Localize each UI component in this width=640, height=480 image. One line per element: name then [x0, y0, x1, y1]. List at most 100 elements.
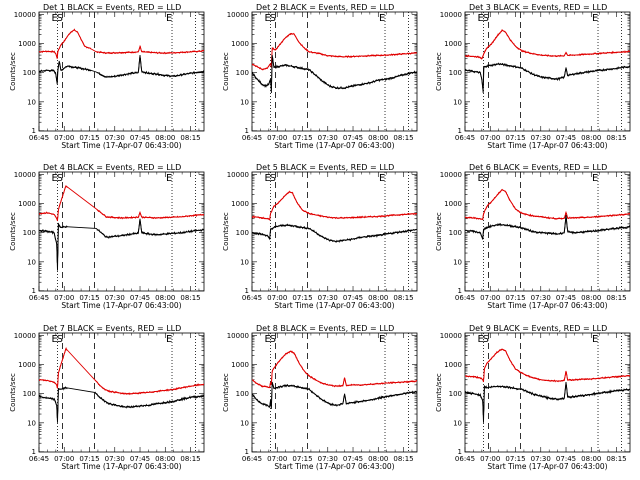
y-tick-label: 10 — [27, 98, 36, 106]
x-tick-label: 07:15 — [292, 455, 312, 463]
lld-line — [252, 350, 417, 389]
x-axis-label: Start Time (17-Apr-07 06:43:00) — [61, 141, 181, 150]
y-tick-label: 1000 — [231, 40, 249, 48]
y-tick-label: 10 — [27, 419, 36, 427]
marker-label: E — [592, 173, 598, 184]
marker-label: E — [379, 334, 385, 345]
y-tick-label: 10 — [240, 258, 249, 266]
lld-line-outline — [252, 191, 417, 221]
y-tick-label: 10000 — [14, 11, 36, 19]
y-axis-label: Counts/sec — [9, 373, 17, 412]
x-tick-label: 08:15 — [393, 134, 413, 142]
x-tick-label: 07:00 — [267, 134, 287, 142]
x-tick-label: 07:15 — [505, 134, 525, 142]
y-tick-label: 10000 — [440, 171, 462, 179]
events-line-outline — [465, 381, 630, 423]
marker-label: E — [379, 13, 385, 24]
y-tick-label: 1 — [245, 287, 249, 295]
marker-label: E — [166, 334, 172, 345]
x-tick-label: 07:15 — [79, 294, 99, 302]
x-tick-label: 07:30 — [105, 455, 125, 463]
panel-4: Det 4 BLACK = Events, RED = LLD 1 10 100 100… — [9, 163, 205, 310]
x-tick-label: 08:00 — [368, 294, 388, 302]
x-tick-label: 07:15 — [79, 455, 99, 463]
events-line-outline — [252, 224, 417, 242]
y-tick-label: 1 — [458, 287, 462, 295]
x-axis-label: Start Time (17-Apr-07 06:43:00) — [274, 462, 394, 471]
plot-frame — [38, 171, 205, 292]
x-tick-label: 07:45 — [556, 455, 576, 463]
marker-label: E — [52, 173, 58, 184]
events-line-outline — [465, 63, 630, 94]
panel-1: Det 1 BLACK = Events, RED = LLD 1 10 100 100… — [9, 3, 205, 150]
marker-label: S — [270, 334, 276, 345]
events-line-outline — [39, 218, 204, 271]
plot-frame — [38, 11, 205, 132]
x-tick-label: 07:15 — [292, 294, 312, 302]
x-axis-label: Start Time (17-Apr-07 06:43:00) — [61, 301, 181, 310]
marker-label: E — [265, 173, 271, 184]
lld-line — [39, 28, 204, 59]
x-tick-label: 07:00 — [480, 455, 500, 463]
panel-7: Det 7 BLACK = Events, RED = LLD 1 10 100 100… — [9, 324, 205, 471]
plot-frame — [464, 11, 631, 132]
lld-line-outline — [252, 33, 417, 70]
x-tick-label: 07:30 — [531, 134, 551, 142]
y-tick-label: 1 — [458, 448, 462, 456]
x-axis-label: Start Time (17-Apr-07 06:43:00) — [274, 301, 394, 310]
marker-label: S — [57, 13, 63, 24]
panel-title: Det 8 BLACK = Events, RED = LLD — [256, 324, 394, 333]
y-tick-label: 1 — [245, 127, 249, 135]
panel-title: Det 6 BLACK = Events, RED = LLD — [469, 163, 607, 172]
x-tick-label: 07:00 — [267, 294, 287, 302]
y-axis-label: Counts/sec — [9, 52, 17, 91]
y-tick-label: 10000 — [14, 171, 36, 179]
marker-label: E — [478, 173, 484, 184]
lld-line-outline — [465, 348, 630, 383]
y-axis-label: Counts/sec — [222, 212, 230, 251]
y-tick-label: 1 — [32, 448, 36, 456]
y-tick-label: 1000 — [444, 200, 462, 208]
x-tick-label: 07:30 — [318, 134, 338, 142]
panel-title: Det 2 BLACK = Events, RED = LLD — [256, 3, 394, 12]
y-tick-label: 1000 — [18, 40, 36, 48]
y-tick-label: 1 — [32, 287, 36, 295]
x-tick-label: 08:15 — [180, 294, 200, 302]
x-tick-label: 07:15 — [292, 134, 312, 142]
x-tick-label: 08:00 — [368, 134, 388, 142]
x-tick-label: 08:15 — [393, 455, 413, 463]
y-tick-label: 1000 — [444, 40, 462, 48]
lld-line — [252, 32, 417, 71]
marker-label: E — [265, 334, 271, 345]
y-tick-label: 1000 — [18, 361, 36, 369]
x-tick-label: 07:45 — [130, 134, 150, 142]
y-tick-label: 10000 — [227, 11, 249, 19]
y-tick-label: 10000 — [14, 332, 36, 340]
x-tick-label: 08:00 — [581, 134, 601, 142]
x-tick-label: 06:45 — [455, 455, 475, 463]
x-tick-label: 08:15 — [180, 455, 200, 463]
marker-label: S — [57, 334, 63, 345]
x-tick-label: 07:30 — [531, 455, 551, 463]
panel-title: Det 9 BLACK = Events, RED = LLD — [469, 324, 607, 333]
events-line — [252, 57, 417, 90]
y-tick-label: 10 — [27, 258, 36, 266]
lld-line-outline — [39, 185, 204, 222]
marker-label: E — [52, 13, 58, 24]
lld-line-outline — [252, 350, 417, 389]
y-tick-label: 10 — [240, 419, 249, 427]
marker-label: S — [270, 173, 276, 184]
y-tick-label: 100 — [449, 390, 462, 398]
x-tick-label: 08:00 — [155, 134, 175, 142]
marker-label: S — [270, 13, 276, 24]
plot-frame — [251, 332, 418, 453]
x-tick-label: 07:00 — [54, 294, 74, 302]
panel-2: Det 2 BLACK = Events, RED = LLD 1 10 100 100… — [222, 3, 418, 150]
y-tick-label: 100 — [236, 69, 249, 77]
panel-8: Det 8 BLACK = Events, RED = LLD 1 10 100 100… — [222, 324, 418, 471]
lld-line — [465, 188, 630, 220]
marker-label: S — [483, 334, 489, 345]
events-line — [39, 56, 204, 84]
y-tick-label: 1000 — [231, 361, 249, 369]
